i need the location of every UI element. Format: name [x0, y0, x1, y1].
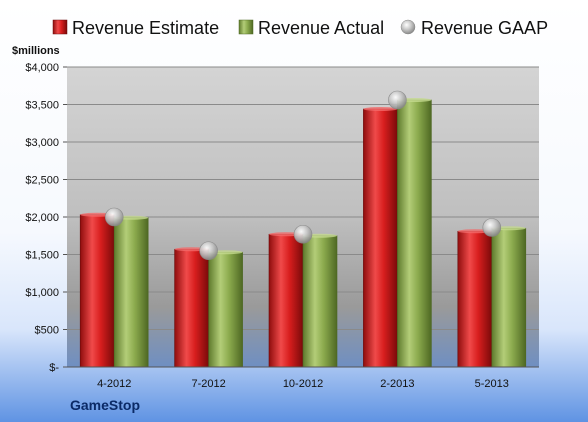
- bar-revenue-estimate: [457, 230, 493, 368]
- bars: [79, 98, 527, 368]
- y-tick-label: $500: [35, 325, 59, 337]
- marker-revenue-gaap: [482, 218, 502, 237]
- bar-revenue-estimate: [363, 108, 398, 368]
- marker-revenue-gaap: [104, 207, 124, 227]
- legend-item-revenue-estimate: Revenue Estimate: [52, 18, 219, 38]
- x-tick-label: 2-2013: [380, 378, 414, 390]
- legend-label-revenue-gaap: Revenue GAAP: [421, 18, 548, 38]
- y-tick-label: $3,000: [25, 137, 59, 149]
- unit-label: $millions: [12, 45, 60, 57]
- x-tick-label: 10-2012: [283, 378, 323, 390]
- y-tick-label: $1,500: [25, 250, 59, 262]
- bar-revenue-estimate: [268, 233, 304, 368]
- marker-revenue-gaap: [293, 224, 313, 244]
- company-label: GameStop: [70, 397, 140, 413]
- legend-swatch-revenue-actual: [238, 19, 254, 35]
- legend-marker-revenue-gaap: [400, 19, 416, 35]
- y-tick-label: $2,500: [25, 175, 59, 187]
- gaap-markers: [104, 90, 502, 261]
- y-tick-label: $-: [49, 362, 59, 374]
- marker-revenue-gaap: [199, 241, 218, 261]
- x-tick-label: 4-2012: [97, 378, 131, 390]
- bar-revenue-actual: [208, 251, 243, 368]
- bar-revenue-estimate: [174, 248, 209, 368]
- bar-revenue-actual: [397, 99, 432, 368]
- y-tick-label: $4,000: [25, 62, 59, 74]
- bar-revenue-estimate: [79, 214, 115, 368]
- x-tick-label: 7-2012: [191, 378, 225, 390]
- legend-swatch-revenue-estimate: [52, 19, 68, 35]
- marker-revenue-gaap: [388, 90, 407, 110]
- legend-label-revenue-estimate: Revenue Estimate: [72, 18, 219, 38]
- x-axis-ticks: 4-2012 7-2012 10-2012 2-2013 5-2013: [97, 378, 509, 390]
- x-tick-label: 5-2013: [475, 378, 509, 390]
- y-tick-label: $3,500: [25, 100, 59, 112]
- bar-revenue-actual: [302, 235, 338, 368]
- legend-item-revenue-actual: Revenue Actual: [238, 18, 384, 38]
- bar-revenue-actual: [113, 217, 149, 368]
- legend: Revenue Estimate Revenue Actual Revenue …: [52, 18, 548, 38]
- bar-revenue-estimate-top: [363, 107, 398, 111]
- y-tick-label: $2,000: [25, 212, 59, 224]
- y-axis-ticks: $- $500 $1,000 $1,500 $2,000 $2,500 $3,000 $3,5…: [25, 62, 67, 374]
- legend-item-revenue-gaap: Revenue GAAP: [400, 18, 548, 38]
- bar-revenue-actual: [491, 227, 527, 368]
- y-tick-label: $1,000: [25, 287, 59, 299]
- legend-label-revenue-actual: Revenue Actual: [258, 18, 384, 38]
